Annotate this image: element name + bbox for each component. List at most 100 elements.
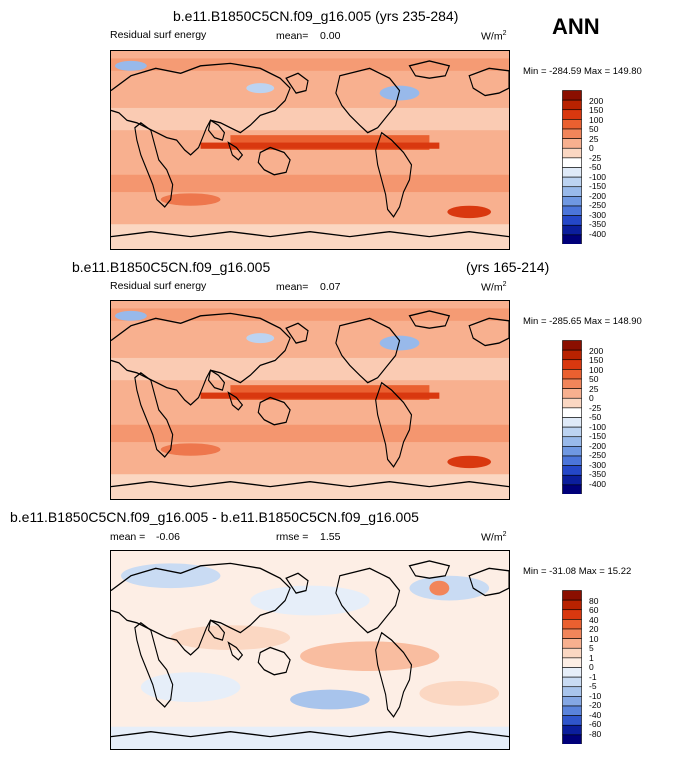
colorbar-box <box>562 715 582 726</box>
colorbar-box <box>562 349 582 361</box>
colorbar-box <box>562 724 582 736</box>
colorbar-box <box>562 647 582 659</box>
colorbar-tick-label: -250 <box>589 450 607 460</box>
panel-1-variable: Residual surf energy <box>110 29 207 41</box>
colorbar-tick-label: -25 <box>589 152 602 163</box>
panel-3-colorbar-svg <box>562 590 582 744</box>
colorbar-box <box>562 705 582 716</box>
panel-2-map <box>110 300 510 500</box>
panel-2-title-years: (yrs 165-214) <box>466 259 550 275</box>
panel-1-colorbar: 200 150 100 50 25 0 -25 -50 -100 -150 -2… <box>562 90 606 244</box>
colorbar-box <box>562 234 582 244</box>
colorbar-box <box>562 378 582 389</box>
colorbar-box <box>562 176 582 188</box>
colorbar-tick-label: 25 <box>589 383 599 394</box>
panel-2-minmax: Min = -285.65 Max = 148.90 <box>523 316 642 327</box>
colorbar-tick-label: -300 <box>589 209 607 220</box>
colorbar-tick-label: -300 <box>589 459 607 470</box>
colorbar-box <box>562 426 582 438</box>
colorbar-box <box>562 619 582 630</box>
colorbar-tick-label: 0 <box>589 143 594 153</box>
colorbar-tick-label: -150 <box>589 181 607 191</box>
colorbar-tick-label: 100 <box>589 114 604 125</box>
panel-1-title: b.e11.B1850C5CN.f09_g16.005 (yrs 235-284… <box>173 8 459 24</box>
colorbar-box <box>562 157 582 168</box>
colorbar-tick-label: 0 <box>589 662 594 672</box>
colorbar-tick-label: -25 <box>589 402 602 413</box>
colorbar-box <box>562 638 582 649</box>
colorbar-tick-label: -1 <box>589 671 597 682</box>
panel-2-title: b.e11.B1850C5CN.f09_g16.005 <box>72 259 271 275</box>
colorbar-tick-label: -400 <box>589 478 607 489</box>
colorbar-tick-label: -100 <box>589 421 607 432</box>
colorbar-box <box>562 667 582 678</box>
colorbar-box <box>562 119 582 130</box>
colorbar-box <box>562 224 582 236</box>
colorbar-box <box>562 734 582 744</box>
colorbar-box <box>562 340 582 351</box>
colorbar-tick-label: -200 <box>589 440 607 451</box>
colorbar-box <box>562 359 582 370</box>
panel-2-mean-label: mean= <box>276 281 309 293</box>
panel-3-mean-value: -0.06 <box>156 531 180 543</box>
panel-2-colorbar-labels: 200 150 100 50 25 0 -25 -50 -100 -150 -2… <box>589 340 619 494</box>
colorbar-box <box>562 417 582 428</box>
colorbar-tick-label: -100 <box>589 171 607 182</box>
colorbar-tick-label: -350 <box>589 219 607 229</box>
panel-1-minmax: Min = -284.59 Max = 149.80 <box>523 66 642 77</box>
colorbar-box <box>562 436 582 447</box>
colorbar-box <box>562 369 582 380</box>
panel-2-units: W/m2 <box>481 281 507 294</box>
panel-3-map <box>110 550 510 750</box>
panel-3-minmax: Min = -31.08 Max = 15.22 <box>523 566 632 577</box>
colorbar-box <box>562 397 582 409</box>
colorbar-tick-label: -10 <box>589 690 602 701</box>
colorbar-box <box>562 686 582 697</box>
colorbar-box <box>562 205 582 216</box>
colorbar-tick-label: -400 <box>589 228 607 239</box>
colorbar-tick-label: -200 <box>589 190 607 201</box>
colorbar-box <box>562 407 582 418</box>
colorbar-box <box>562 676 582 688</box>
colorbar-box <box>562 474 582 486</box>
panel-1-mean-label: mean= <box>276 30 309 42</box>
colorbar-box <box>562 388 582 399</box>
colorbar-box <box>562 609 582 620</box>
colorbar-tick-label: -150 <box>589 431 607 441</box>
panel-1-colorbar-labels: 200 150 100 50 25 0 -25 -50 -100 -150 -2… <box>589 90 619 244</box>
colorbar-box <box>562 167 582 178</box>
colorbar-box <box>562 186 582 197</box>
colorbar-box <box>562 590 582 601</box>
colorbar-tick-label: 40 <box>589 614 599 625</box>
panel-1-units: W/m2 <box>481 30 507 43</box>
colorbar-tick-label: 100 <box>589 364 604 375</box>
colorbar-tick-label: 50 <box>589 124 599 134</box>
panel-3-units: W/m2 <box>481 531 507 544</box>
colorbar-tick-label: -350 <box>589 469 607 479</box>
colorbar-box <box>562 128 582 139</box>
colorbar-tick-label: -5 <box>589 681 597 691</box>
panel-2-mean-value: 0.07 <box>320 281 341 293</box>
colorbar-tick-label: -80 <box>589 728 602 739</box>
colorbar-tick-label: 10 <box>589 633 599 644</box>
panel-3-map-svg <box>111 551 509 749</box>
panel-2-colorbar-svg <box>562 340 582 494</box>
colorbar-box <box>562 109 582 120</box>
panel-3-colorbar-labels: 80 60 40 20 10 5 1 0 -1 -5 -10 -20 -40 -… <box>589 590 619 744</box>
colorbar-tick-label: 200 <box>589 95 604 106</box>
colorbar-tick-label: 20 <box>589 624 599 634</box>
panel-3-colorbar: 80 60 40 20 10 5 1 0 -1 -5 -10 -20 -40 -… <box>562 590 601 744</box>
colorbar-tick-label: 0 <box>589 393 594 403</box>
colorbar-box <box>562 138 582 149</box>
panel-2-variable: Residual surf energy <box>110 280 207 292</box>
colorbar-tick-label: 5 <box>589 643 594 653</box>
panel-3-rmse-label: rmse = <box>276 531 309 543</box>
colorbar-tick-label: 1 <box>589 652 594 663</box>
panel-1-mean-value: 0.00 <box>320 30 341 42</box>
colorbar-tick-label: 200 <box>589 345 604 356</box>
colorbar-tick-label: 60 <box>589 605 599 615</box>
colorbar-box <box>562 484 582 494</box>
colorbar-box <box>562 196 582 207</box>
colorbar-tick-label: -60 <box>589 719 602 729</box>
colorbar-box <box>562 696 582 707</box>
